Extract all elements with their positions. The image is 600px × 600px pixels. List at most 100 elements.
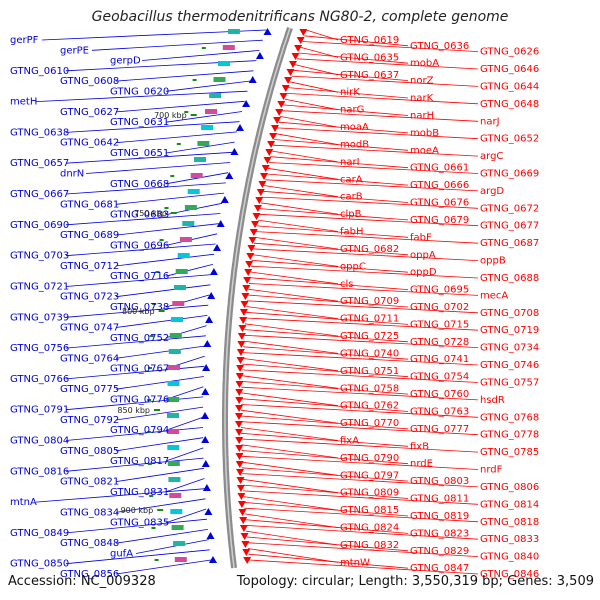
- label-leader-line: [254, 242, 409, 256]
- feature-annotation-block: [168, 349, 181, 354]
- kbp-marker-label: 800 kbp: [122, 307, 155, 316]
- gene-label: GTNG_0734: [480, 343, 539, 354]
- feature-annotation-block: [182, 221, 195, 226]
- gene-label: GTNG_0728: [410, 337, 469, 348]
- label-leader-line: [35, 488, 205, 503]
- label-leader-line: [294, 64, 339, 76]
- gene-label: GTNG_0690: [10, 220, 69, 231]
- label-leader-line: [241, 444, 339, 459]
- gene-label: GTNG_0777: [410, 424, 469, 435]
- label-leader-line: [115, 498, 206, 513]
- gene-label: oppD: [410, 267, 437, 278]
- label-leader-line: [304, 35, 409, 47]
- gene-label: GTNG_0831: [110, 487, 169, 498]
- label-leader-line: [65, 518, 208, 534]
- gc-skew-tick: [147, 399, 152, 401]
- label-leader-line: [65, 151, 233, 164]
- forward-gene-arrow: [239, 525, 248, 532]
- gene-label: GTNG_0668: [110, 179, 169, 190]
- gene-label: GTNG_0646: [480, 64, 539, 75]
- gene-label: narH: [410, 111, 434, 122]
- label-leader-line: [243, 334, 479, 348]
- gene-label: GTNG_0667: [10, 189, 69, 200]
- gene-label: GTNG_0809: [340, 488, 399, 499]
- gene-label: GTNG_0760: [410, 389, 469, 400]
- gene-label: GTNG_0712: [60, 261, 119, 272]
- feature-annotation-block: [168, 365, 181, 370]
- feature-annotation-block: [227, 29, 240, 34]
- gene-label: narI: [340, 157, 360, 168]
- gene-label: GTNG_0716: [110, 271, 169, 282]
- forward-gene-arrow: [237, 333, 246, 340]
- gene-label: GTNG_0709: [340, 296, 399, 307]
- gene-label: GTNG_0817: [110, 456, 169, 467]
- gene-label: GTNG_0747: [60, 323, 119, 334]
- label-leader-line: [248, 553, 409, 569]
- label-leader-line: [255, 231, 479, 244]
- gc-skew-tick: [164, 207, 169, 209]
- forward-gene-arrow: [252, 213, 261, 220]
- label-leader-line: [165, 80, 251, 92]
- gene-label: cls: [340, 279, 354, 290]
- forward-gene-arrow: [235, 405, 244, 412]
- gene-label: GTNG_0850: [10, 559, 69, 570]
- forward-gene-arrow: [273, 117, 282, 124]
- gc-skew-tick: [147, 431, 152, 433]
- gene-label: argC: [480, 151, 503, 162]
- gene-label: fixB: [410, 441, 429, 452]
- label-leader-line: [243, 346, 409, 360]
- gene-label: GTNG_0829: [410, 546, 469, 557]
- label-leader-line: [262, 190, 409, 203]
- gene-label: GTNG_0806: [480, 482, 539, 493]
- gene-label: narG: [340, 105, 364, 116]
- reverse-gene-arrow: [230, 148, 239, 155]
- label-leader-line: [250, 265, 479, 279]
- label-leader-line: [115, 345, 206, 359]
- forward-gene-arrow: [247, 245, 256, 252]
- genome-summary: Topology: circular; Length: 3,550,319 bp…: [236, 574, 594, 589]
- label-leader-line: [65, 365, 205, 380]
- label-leader-line: [251, 260, 409, 273]
- label-leader-line: [241, 398, 409, 412]
- label-leader-line: [240, 421, 479, 436]
- label-leader-line: [165, 111, 243, 123]
- gc-skew-tick: [149, 495, 154, 497]
- gene-label: GTNG_0751: [340, 366, 399, 377]
- label-leader-line: [296, 58, 479, 70]
- gene-label: GTNG_0666: [410, 180, 469, 191]
- forward-gene-arrow: [235, 429, 244, 436]
- forward-gene-arrow: [235, 381, 244, 388]
- gene-label: GTNG_0715: [410, 319, 469, 330]
- reverse-gene-arrow: [248, 76, 257, 83]
- gene-label: GTNG_0816: [10, 466, 69, 477]
- label-leader-line: [253, 248, 479, 261]
- forward-gene-arrow: [251, 221, 260, 228]
- forward-gene-arrow: [246, 253, 255, 260]
- label-leader-line: [249, 559, 479, 575]
- gene-label: GTNG_0767: [110, 364, 169, 375]
- forward-gene-arrow: [235, 445, 244, 452]
- reverse-gene-arrow: [201, 436, 210, 443]
- gc-skew-tick: [154, 559, 159, 561]
- label-leader-line: [243, 490, 479, 505]
- forward-gene-arrow: [243, 557, 252, 564]
- reverse-gene-arrow: [207, 292, 216, 299]
- reverse-gene-arrow: [206, 532, 215, 539]
- gene-label: GTNG_0719: [480, 325, 539, 336]
- reverse-gene-arrow: [263, 28, 272, 35]
- forward-gene-arrow: [238, 509, 247, 516]
- forward-gene-arrow: [245, 261, 254, 268]
- label-leader-line: [65, 182, 226, 195]
- label-leader-line: [65, 335, 206, 349]
- reverse-gene-arrow: [201, 412, 209, 419]
- label-leader-line: [258, 213, 479, 227]
- label-leader-line: [254, 237, 339, 250]
- forward-gene-arrow: [236, 485, 245, 492]
- label-leader-line: [275, 133, 339, 145]
- label-leader-line: [241, 450, 409, 465]
- feature-annotation-block: [187, 189, 200, 194]
- gene-label: GTNG_0848: [60, 538, 119, 549]
- gene-label: GTNG_0804: [10, 436, 69, 447]
- gene-label: GTNG_0776: [110, 394, 169, 405]
- feature-annotation-block: [167, 381, 180, 386]
